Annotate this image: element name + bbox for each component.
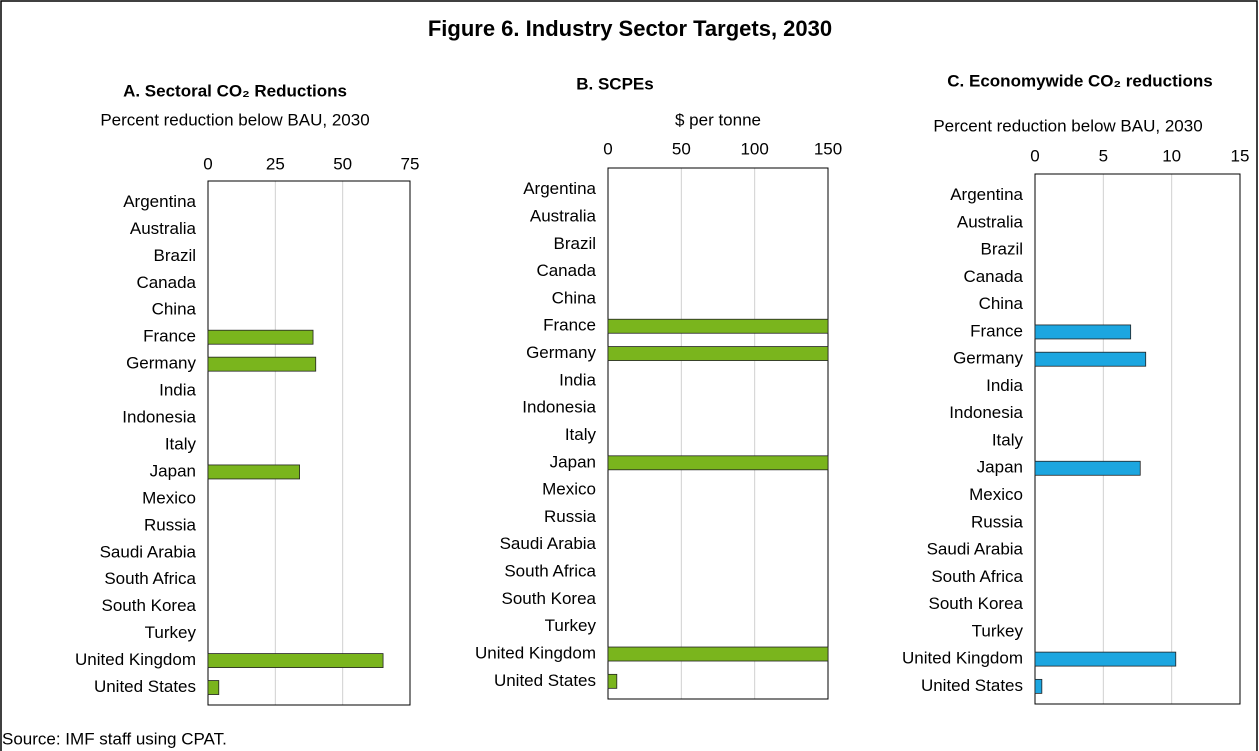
panel-subtitle: $ per tonne: [675, 110, 761, 129]
panel-title: C. Economywide CO₂ reductions: [947, 71, 1212, 90]
y-tick-label: Russia: [971, 512, 1024, 531]
bar: [207, 356, 317, 372]
y-tick-label: Italy: [992, 430, 1024, 449]
bar: [1034, 651, 1177, 667]
plot-area: [207, 180, 411, 706]
bar: [607, 346, 829, 361]
y-tick-label: China: [979, 294, 1024, 313]
y-tick-label: Brazil: [553, 234, 596, 253]
x-tick-label: 25: [266, 154, 285, 173]
y-tick-label: Turkey: [545, 616, 597, 635]
bar: [207, 653, 384, 668]
panel-subtitle: Percent reduction below BAU, 2030: [933, 116, 1202, 135]
bar: [1034, 678, 1043, 694]
y-tick-label: Saudi Arabia: [100, 542, 197, 561]
figure-title: Figure 6. Industry Sector Targets, 2030: [428, 16, 832, 41]
y-tick-label: South Korea: [101, 596, 196, 615]
y-tick-label: Canada: [536, 261, 596, 280]
bar: [207, 464, 300, 480]
y-tick-label: United Kingdom: [902, 649, 1023, 668]
y-tick-label: Japan: [550, 452, 596, 471]
y-tick-label: Mexico: [142, 488, 196, 507]
bar: [607, 455, 829, 471]
x-tick-label: 50: [333, 154, 352, 173]
y-tick-label: India: [559, 370, 596, 389]
y-tick-label: United States: [921, 676, 1023, 695]
y-tick-label: Turkey: [145, 623, 197, 642]
y-tick-label: United Kingdom: [75, 650, 196, 669]
plot-area: [607, 167, 829, 700]
y-tick-label: Canada: [963, 267, 1023, 286]
x-tick-label: 50: [672, 139, 691, 158]
panel-title: B. SCPEs: [576, 74, 653, 93]
y-tick-label: South Korea: [928, 594, 1023, 613]
x-tick-label: 100: [740, 139, 768, 158]
y-tick-label: United Kingdom: [475, 644, 596, 663]
x-tick-label: 0: [203, 154, 212, 173]
bar: [1034, 324, 1132, 340]
y-tick-label: Indonesia: [949, 403, 1023, 422]
bar: [1034, 460, 1141, 476]
x-tick-label: 0: [1030, 146, 1039, 165]
x-tick-label: 10: [1162, 146, 1181, 165]
y-tick-label: South Africa: [104, 569, 196, 588]
y-tick-label: Brazil: [153, 246, 196, 265]
y-tick-label: Italy: [165, 434, 197, 453]
y-tick-label: Brazil: [980, 240, 1023, 259]
y-tick-label: France: [543, 316, 596, 335]
y-tick-label: India: [159, 381, 196, 400]
y-tick-label: Australia: [957, 212, 1024, 231]
y-tick-label: Mexico: [969, 485, 1023, 504]
x-tick-label: 75: [401, 154, 420, 173]
bar: [207, 680, 220, 695]
y-tick-label: United States: [494, 671, 596, 690]
x-tick-label: 150: [814, 139, 842, 158]
y-tick-label: South Africa: [504, 562, 596, 581]
y-tick-label: Indonesia: [122, 408, 196, 427]
y-tick-label: France: [143, 327, 196, 346]
y-tick-label: Japan: [977, 458, 1023, 477]
y-tick-label: India: [986, 376, 1023, 395]
y-tick-label: Mexico: [542, 480, 596, 499]
y-tick-label: China: [552, 288, 597, 307]
y-tick-label: Argentina: [123, 192, 196, 211]
bar: [607, 646, 829, 662]
y-tick-label: South Africa: [931, 567, 1023, 586]
bar: [607, 318, 829, 334]
y-tick-label: Saudi Arabia: [927, 540, 1024, 559]
bar: [607, 673, 618, 689]
y-tick-label: Argentina: [950, 185, 1023, 204]
y-tick-label: South Korea: [501, 589, 596, 608]
plot-area: [1034, 173, 1241, 705]
y-tick-label: Australia: [530, 206, 597, 225]
y-tick-label: Argentina: [523, 179, 596, 198]
panel-subtitle: Percent reduction below BAU, 2030: [100, 110, 369, 129]
y-tick-label: Germany: [526, 343, 596, 362]
x-tick-label: 5: [1099, 146, 1108, 165]
y-tick-label: China: [152, 300, 197, 319]
panel-title: A. Sectoral CO₂ Reductions: [123, 81, 347, 100]
x-tick-label: 0: [603, 139, 612, 158]
source-note: Source: IMF staff using CPAT.: [2, 729, 227, 748]
y-tick-label: Italy: [565, 425, 597, 444]
y-tick-label: Australia: [130, 219, 197, 238]
y-tick-label: Turkey: [972, 621, 1024, 640]
y-tick-label: Germany: [126, 354, 196, 373]
y-tick-label: Indonesia: [522, 398, 596, 417]
bar: [207, 329, 314, 345]
bar: [1034, 351, 1147, 367]
y-tick-label: Saudi Arabia: [500, 534, 597, 553]
y-tick-label: Germany: [953, 349, 1023, 368]
y-tick-label: Japan: [150, 461, 196, 480]
y-tick-label: Russia: [544, 507, 597, 526]
y-tick-label: United States: [94, 677, 196, 696]
y-tick-label: Russia: [144, 515, 197, 534]
y-tick-label: Canada: [136, 273, 196, 292]
x-tick-label: 15: [1231, 146, 1250, 165]
y-tick-label: France: [970, 321, 1023, 340]
